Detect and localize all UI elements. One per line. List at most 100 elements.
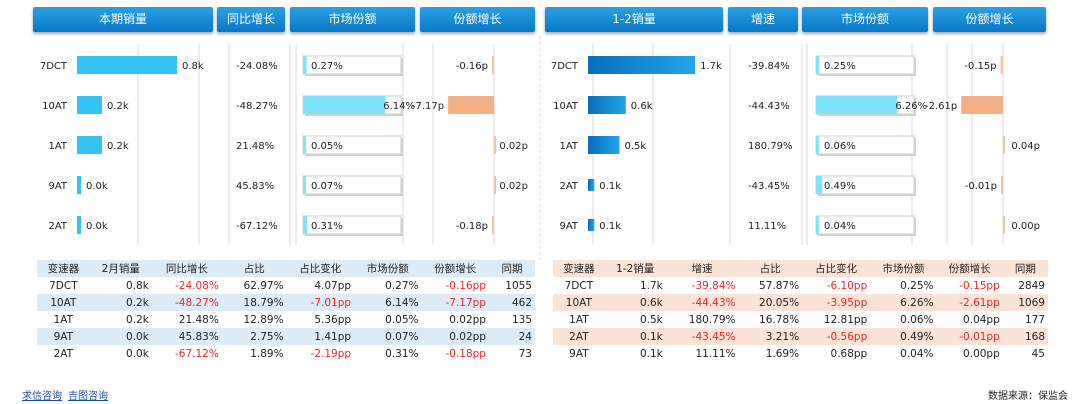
table-cell: 10AT	[565, 296, 592, 309]
left-header-yoy: 同比增长	[217, 7, 285, 32]
sales-bar	[77, 96, 102, 114]
share-growth-label: -0.18p	[456, 221, 488, 232]
sales-bar	[77, 136, 102, 154]
sales-bar	[588, 96, 626, 114]
growth-value-label: -24.08%	[236, 61, 278, 72]
table-cell: 177	[1024, 313, 1045, 326]
share-growth-label: -2.61p	[925, 101, 957, 112]
column-header: 变速器	[47, 263, 80, 275]
table-row: 1AT 0.5k 180.79% 16.78% 12.81pp 0.06% 0.04pp 17…	[553, 311, 1048, 328]
table-cell: -0.56pp	[826, 330, 868, 343]
column-header: 份额增长	[948, 263, 991, 275]
share-bar	[816, 176, 823, 194]
category-label: 10AT	[553, 101, 579, 112]
table-cell: -2.19pp	[310, 347, 352, 360]
table-cell: 0.00pp	[963, 347, 1000, 360]
footer-links: 求信咨询 吉图咨询	[22, 387, 114, 402]
table-cell: 0.49%	[900, 330, 934, 343]
category-label: 7DCT	[551, 61, 579, 72]
share-growth-label: 0.02p	[499, 181, 528, 192]
footer-link-qiuxin[interactable]: 求信咨询	[22, 391, 62, 402]
table-cell: 24	[518, 330, 532, 343]
sales-bar	[77, 176, 81, 194]
share-growth-label: -0.16p	[456, 61, 488, 72]
table-cell: 2.75%	[250, 330, 284, 343]
table-cell: -39.84%	[691, 279, 736, 292]
left-header-share-growth: 份额增长	[420, 7, 535, 32]
table-cell: 0.27%	[385, 279, 419, 292]
table-cell: 73	[518, 347, 532, 360]
table-cell: 20.05%	[759, 296, 800, 309]
table-cell: -48.27%	[175, 296, 219, 309]
sales-value-label: 0.2k	[107, 101, 129, 112]
table-cell: 1069	[1018, 296, 1045, 309]
growth-value-label: -44.43%	[748, 101, 790, 112]
table-cell: 1.69%	[765, 347, 800, 360]
table-cell: 2849	[1018, 279, 1045, 292]
sales-bar	[588, 179, 595, 191]
sales-bar	[588, 219, 595, 231]
growth-value-label: 21.48%	[236, 141, 274, 152]
table-cell: 12.89%	[243, 313, 284, 326]
share-bar	[303, 136, 306, 154]
table-row: 7DCT 0.8k -24.08% 62.97% 4.07pp 0.27% -0.16pp 1…	[37, 277, 535, 294]
chart-area: 7DCT 0.8k -24.08% 0.27% -0.16p 10AT 0.2k -48.27…	[40, 36, 1040, 260]
table-cell: -7.17pp	[445, 296, 486, 309]
growth-value-label: 45.83%	[236, 181, 274, 192]
right-data-table: 变速器 1-2销量 增速 占比 占比变化 市场份额 份额增长 同期 7DCT 1.7k -39.8…	[553, 260, 1048, 362]
share-growth-bar	[494, 176, 496, 194]
share-bar	[303, 56, 307, 74]
table-cell: 2AT	[569, 330, 589, 343]
table-cell: 3.21%	[765, 330, 800, 343]
column-header: 市场份额	[366, 263, 409, 275]
table-cell: 57.87%	[759, 279, 800, 292]
table-cell: -6.10pp	[826, 279, 868, 292]
table-cell: 0.5k	[639, 313, 663, 326]
table-header-row: 变速器 1-2销量 增速 占比 占比变化 市场份额 份额增长 同期	[553, 260, 1048, 277]
category-label: 10AT	[42, 101, 68, 112]
table-row: 2AT 0.0k -67.12% 1.89% -2.19pp 0.31% -0.18pp 73	[37, 345, 535, 362]
share-value-label: 0.27%	[311, 61, 343, 72]
column-header: 同比增长	[165, 263, 208, 275]
share-bar	[816, 216, 819, 234]
left-header-share: 市场份额	[290, 7, 415, 32]
growth-value-label: -39.84%	[748, 61, 790, 72]
table-cell: 45.83%	[178, 330, 219, 343]
sales-value-label: 0.5k	[625, 141, 647, 152]
table-cell: 0.02pp	[449, 330, 486, 343]
sales-bar	[588, 136, 620, 154]
growth-value-label: -43.45%	[748, 181, 790, 192]
share-growth-bar	[1003, 216, 1005, 234]
column-header: 市场份额	[882, 263, 925, 275]
share-growth-label: -0.01p	[965, 181, 997, 192]
right-header-share: 市场份额	[802, 7, 928, 32]
share-value-label: 0.31%	[311, 221, 343, 232]
table-cell: 0.2k	[126, 296, 149, 309]
sales-bar	[77, 56, 177, 74]
share-bar	[816, 56, 820, 74]
table-cell: -0.15pp	[959, 279, 1000, 292]
share-growth-label: 0.04p	[1011, 141, 1040, 152]
category-label: 7DCT	[40, 61, 68, 72]
column-header: 占比变化	[815, 263, 858, 275]
left-header-sales: 本期销量	[33, 7, 213, 32]
share-value-label: 0.05%	[311, 141, 343, 152]
right-header-share-growth: 份额增长	[933, 7, 1046, 32]
footer-link-jitu[interactable]: 吉图咨询	[68, 391, 108, 402]
column-header: 占比	[243, 263, 265, 275]
table-cell: -43.45%	[691, 330, 736, 343]
share-growth-bar	[1003, 136, 1005, 154]
table-cell: 0.07%	[385, 330, 419, 343]
table-cell: 0.06%	[900, 313, 934, 326]
table-row: 10AT 0.6k -44.43% 20.05% -3.95pp 6.26% -2.61pp…	[553, 294, 1048, 311]
category-label: 2AT	[48, 221, 67, 232]
table-cell: 0.0k	[126, 330, 149, 343]
table-cell: 45	[1031, 347, 1045, 360]
table-cell: 62.97%	[243, 279, 284, 292]
sales-value-label: 0.2k	[107, 141, 129, 152]
table-cell: -0.16pp	[445, 279, 486, 292]
share-growth-label: -7.17p	[412, 101, 444, 112]
table-cell: -0.01pp	[959, 330, 1000, 343]
share-growth-label: 0.02p	[499, 141, 528, 152]
left-data-table: 变速器 2月销量 同比增长 占比 占比变化 市场份额 份额增长 同期 7DCT 0.8k -24.…	[37, 260, 535, 362]
